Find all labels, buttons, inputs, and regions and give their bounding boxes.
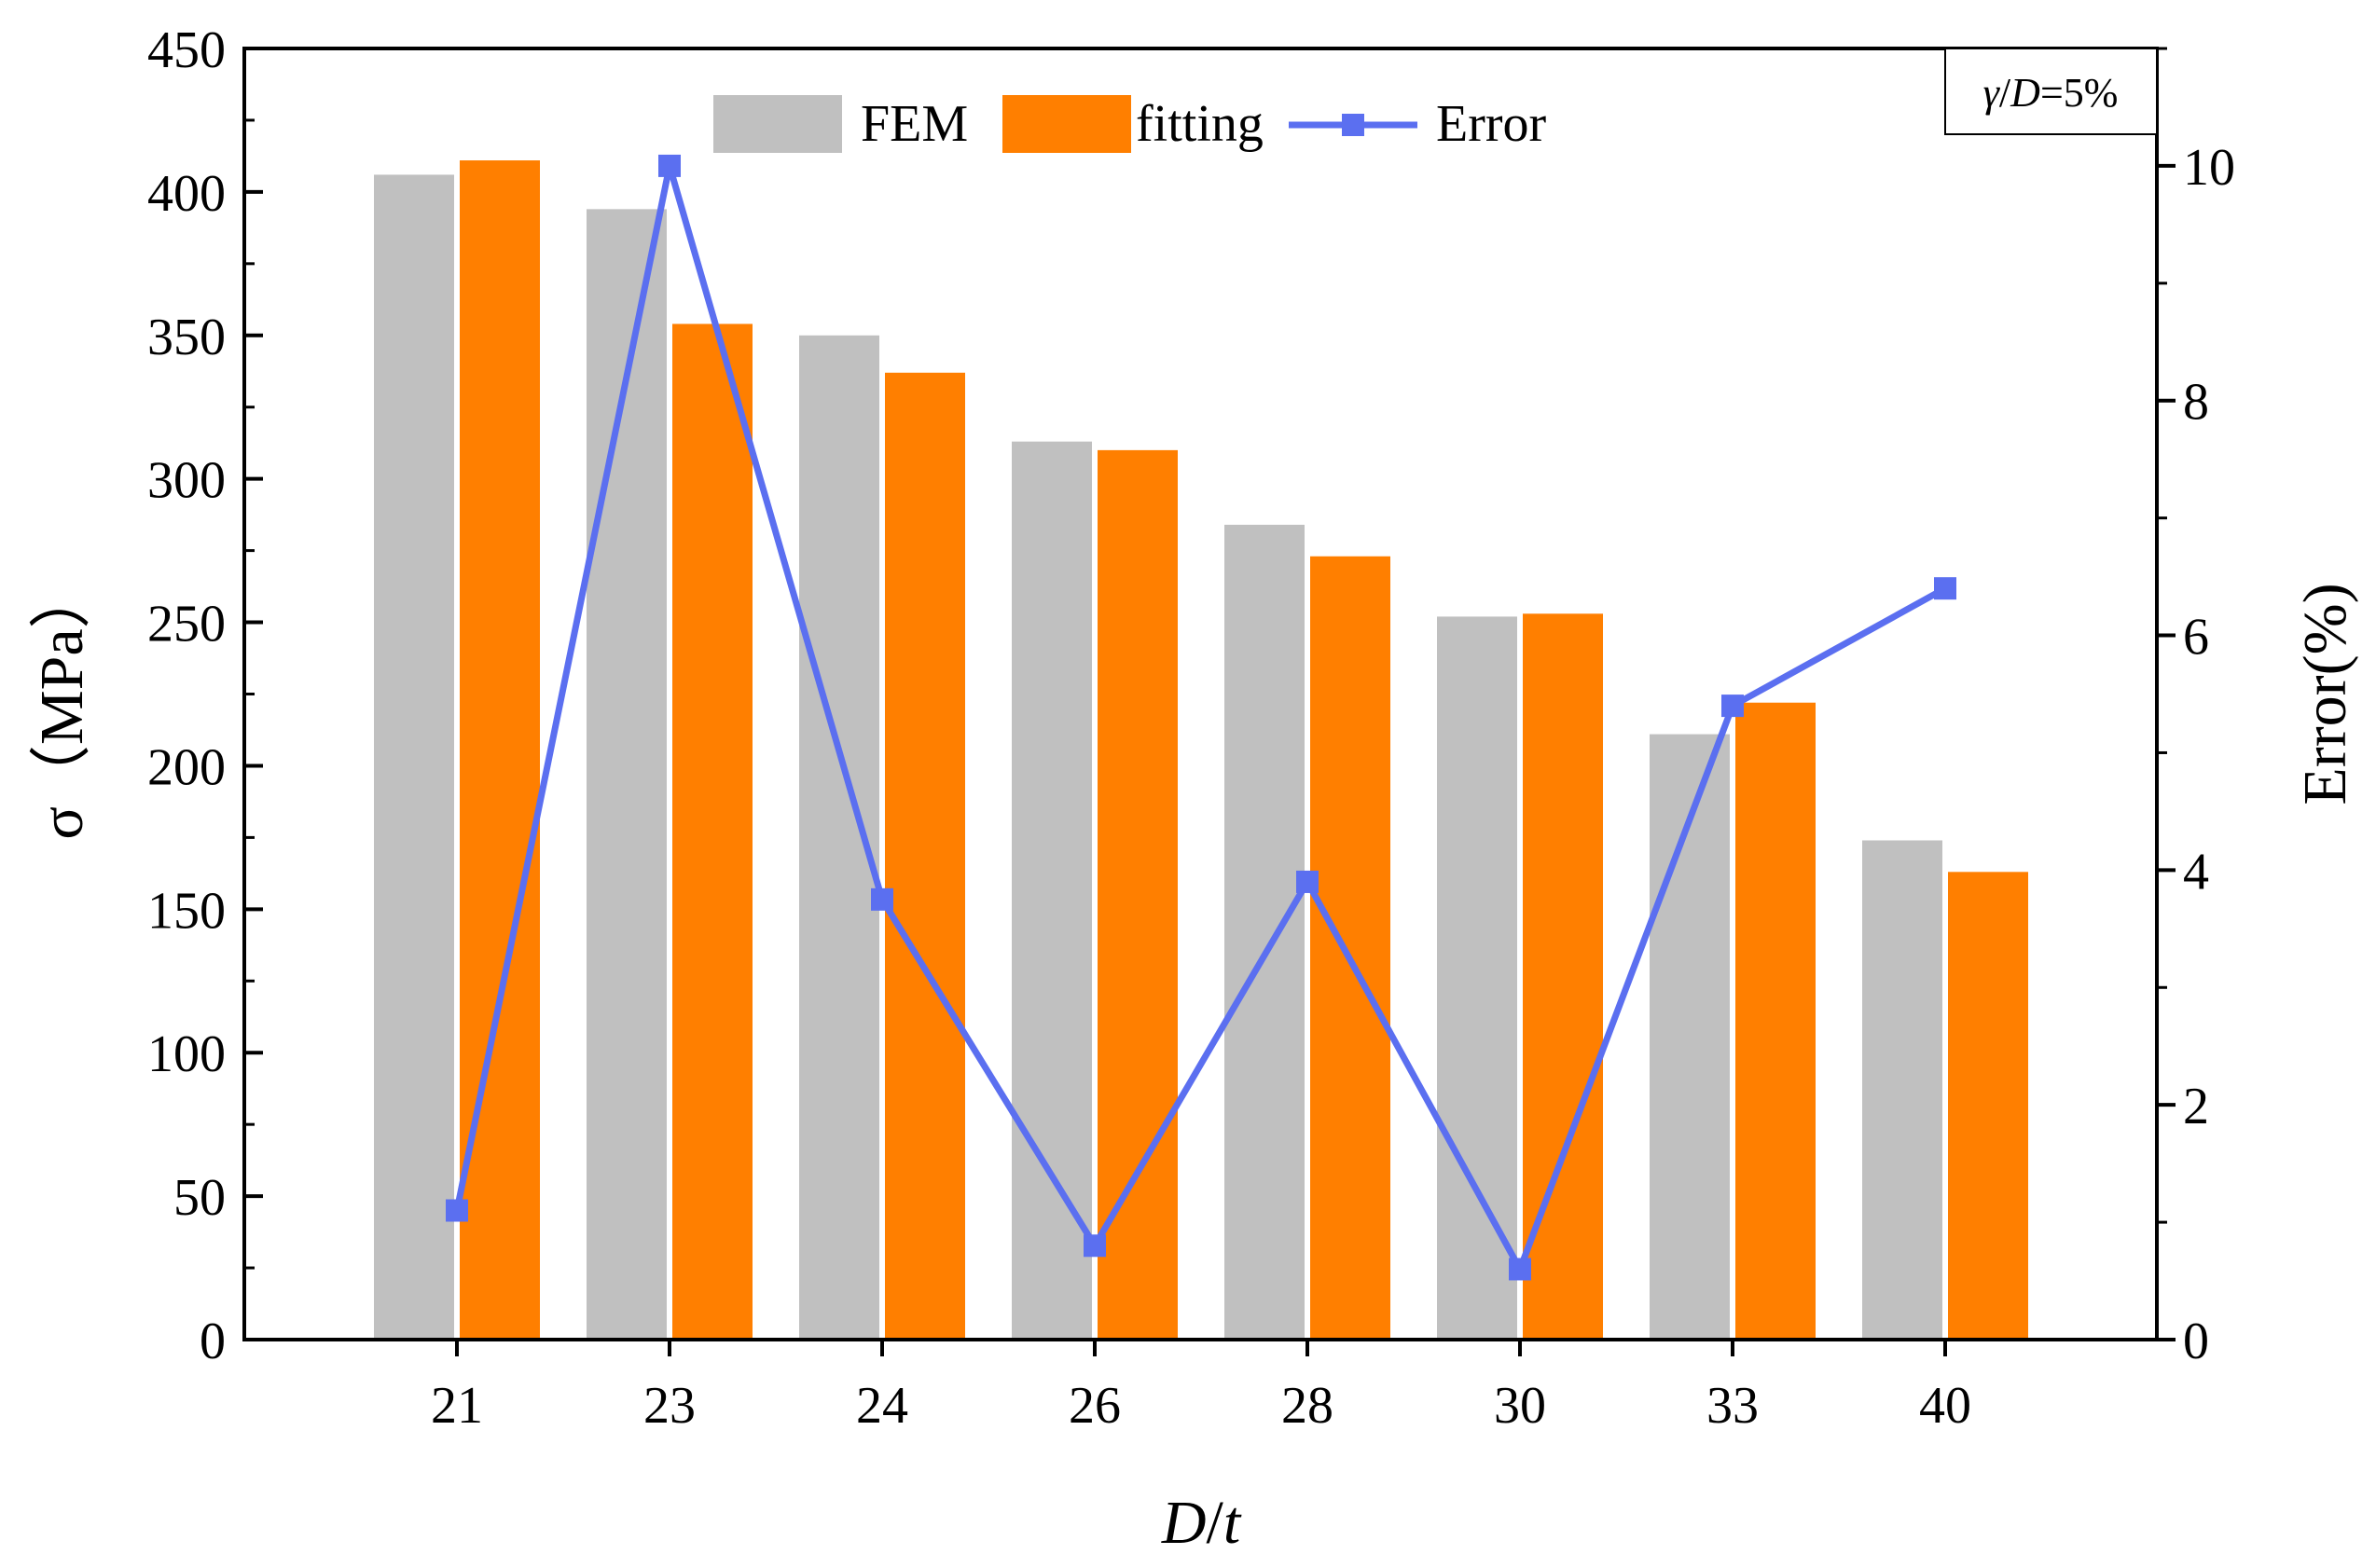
left-tick-label-200: 200	[147, 738, 226, 796]
left-tick-label-150: 150	[147, 882, 226, 940]
x-tick-label-30: 30	[1494, 1377, 1546, 1435]
bar-fitting-28	[1310, 556, 1390, 1340]
x-title-t: t	[1223, 1489, 1242, 1557]
error-line-layer	[446, 154, 1956, 1281]
error-point-21	[446, 1199, 468, 1222]
legend-label-fitting: fitting	[1136, 95, 1264, 153]
bar-fitting-33	[1735, 702, 1816, 1340]
left-axis: 0 50 100 150 200 250 300 350 400 450	[147, 21, 263, 1370]
bar-fem-21	[374, 174, 454, 1340]
bar-fem-40	[1862, 840, 1942, 1340]
annotation-frame	[1944, 48, 2158, 135]
error-point-30	[1509, 1258, 1531, 1281]
right-axis: 0 2 4 6 8 10	[2157, 47, 2235, 1370]
left-tick-label-300: 300	[147, 452, 226, 510]
legend: FEM fitting Error	[713, 95, 1547, 153]
x-tick-label-23: 23	[643, 1377, 696, 1435]
x-axis-title: D/t	[1161, 1489, 1242, 1557]
annot-d: D	[2010, 70, 2040, 116]
bars-layer	[374, 160, 2028, 1341]
legend-label-error: Error	[1436, 95, 1547, 153]
x-tick-label-26: 26	[1069, 1377, 1121, 1435]
right-tick-label-6: 6	[2183, 609, 2209, 667]
error-point-23	[658, 154, 681, 177]
left-tick-label-100: 100	[147, 1025, 226, 1083]
annot-rest: =5%	[2040, 70, 2118, 116]
error-point-28	[1296, 870, 1319, 893]
error-line	[453, 162, 1947, 1272]
x-tick-label-24: 24	[856, 1377, 908, 1435]
bar-fem-26	[1012, 441, 1092, 1341]
bar-fem-30	[1437, 616, 1517, 1340]
y2-axis-title: Error(%)	[2291, 583, 2359, 805]
error-point-33	[1721, 695, 1744, 718]
left-tick-label-450: 450	[147, 21, 226, 79]
annotation-box: γ/D=5%	[1944, 48, 2158, 135]
x-tick-label-21: 21	[431, 1377, 483, 1435]
right-tick-label-0: 0	[2183, 1313, 2209, 1370]
left-tick-label-250: 250	[147, 596, 226, 653]
right-tick-label-2: 2	[2183, 1078, 2209, 1135]
x-title-slash: /	[1206, 1489, 1223, 1557]
error-point-26	[1084, 1234, 1106, 1258]
annot-gamma: γ	[1983, 70, 2001, 116]
legend-swatch-fitting	[1002, 95, 1131, 153]
y-axis-title: σ（MPa）	[28, 567, 96, 839]
bar-fem-33	[1650, 734, 1730, 1340]
bar-fitting-21	[460, 160, 540, 1341]
left-tick-label-400: 400	[147, 165, 226, 223]
error-point-24	[871, 887, 893, 911]
right-tick-label-10: 10	[2183, 139, 2235, 197]
legend-swatch-fem	[713, 95, 842, 153]
bar-fitting-24	[885, 372, 965, 1341]
bar-fem-23	[587, 209, 667, 1340]
left-tick-label-0: 0	[200, 1313, 226, 1370]
x-tick-label-40: 40	[1919, 1377, 1971, 1435]
bar-fitting-40	[1948, 872, 2028, 1340]
error-point-40	[1934, 577, 1956, 600]
bar-fitting-26	[1098, 449, 1178, 1340]
annotation-text: γ/D=5%	[1983, 70, 2119, 116]
left-tick-label-50: 50	[173, 1169, 226, 1227]
x-tick-label-28: 28	[1281, 1377, 1333, 1435]
legend-label-fem: FEM	[861, 95, 968, 153]
left-tick-label-350: 350	[147, 309, 226, 366]
x-tick-label-33: 33	[1706, 1377, 1759, 1435]
bar-fitting-23	[672, 323, 753, 1340]
bar-fem-28	[1224, 524, 1305, 1340]
x-title-d: D	[1161, 1489, 1207, 1557]
right-tick-label-4: 4	[2183, 843, 2209, 901]
legend-marker-error	[1342, 114, 1364, 136]
right-tick-label-8: 8	[2183, 374, 2209, 432]
annot-slash: /	[1999, 70, 2011, 116]
x-axis: 21 23 24 26 28 30 33 40	[431, 1340, 1971, 1435]
